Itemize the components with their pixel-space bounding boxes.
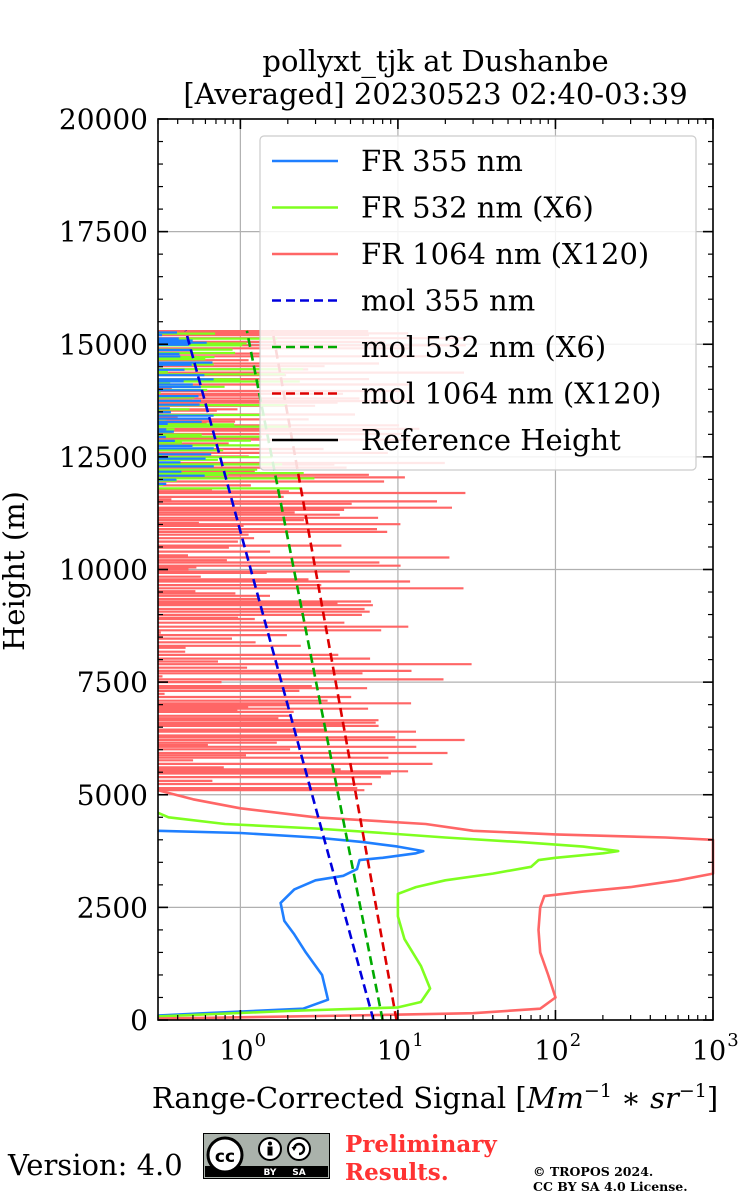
series-line-5 — [271, 330, 398, 1021]
copyright-line-1: © TROPOS 2024. — [533, 1164, 654, 1179]
legend-entry-5: mol 1064 nm (X120) — [361, 377, 662, 411]
preliminary-line-2: Results. — [345, 1159, 449, 1186]
x-tick-label: 10 — [377, 1036, 411, 1067]
y-tick-label: 2500 — [77, 891, 148, 924]
y-tick-label: 12500 — [59, 441, 148, 474]
chart-title-line: pollyxt_tjk at Dushanbe — [262, 44, 608, 79]
by-label: BY — [264, 1168, 277, 1178]
x-tick-exponent: 0 — [255, 1030, 266, 1051]
preliminary-results-note: Preliminary Results. — [345, 1131, 497, 1187]
preliminary-line-1: Preliminary — [345, 1131, 497, 1158]
legend-entry-0: FR 355 nm — [361, 144, 523, 178]
series-line-0 — [157, 829, 425, 1017]
series-lines — [157, 330, 715, 1021]
chart-title-line: [Averaged] 20230523 02:40-03:39 — [183, 77, 687, 111]
series-line-2 — [157, 788, 715, 1020]
cc-text: cc — [215, 1147, 235, 1167]
series-line-3 — [184, 330, 375, 1021]
legend-entry-1: FR 532 nm (X6) — [361, 191, 594, 225]
sa-share-alike-icon — [287, 1137, 311, 1161]
y-tick-label: 15000 — [59, 328, 148, 361]
y-axis-label: Height (m) — [0, 491, 31, 651]
y-tick-label: 17500 — [59, 216, 148, 249]
x-tick-label: 10 — [219, 1036, 253, 1067]
sa-label: SA — [292, 1168, 305, 1178]
y-tick-label: 0 — [130, 1004, 148, 1037]
series-line-4 — [245, 330, 384, 1021]
chart-title: pollyxt_tjk at Dushanbe[Averaged] 202305… — [183, 44, 687, 111]
legend: FR 355 nm FR 532 nm (X6) FR 1064 nm (X120)… — [259, 135, 697, 471]
legend-entry-2: FR 1064 nm (X120) — [361, 237, 649, 271]
copyright-note: © TROPOS 2024. CC BY SA 4.0 License. — [533, 1164, 688, 1194]
legend-entry-3: mol 355 nm — [361, 284, 535, 318]
series-line-1 — [157, 811, 620, 1018]
lidar-profile-chart: pollyxt_tjk at Dushanbe[Averaged] 202305… — [0, 44, 739, 1115]
x-tick-exponent: 3 — [727, 1030, 738, 1051]
legend-box — [259, 135, 697, 471]
legend-entry-4: mol 532 nm (X6) — [361, 330, 606, 364]
y-tick-label: 5000 — [77, 779, 148, 812]
x-axis-label: Range-Corrected Signal [Mm−1 ∗ sr−1] — [152, 1080, 718, 1115]
copyright-line-2: CC BY SA 4.0 License. — [533, 1179, 688, 1194]
y-tick-labels: 0 2500 5000 7500 10000 12500 15000 17500 20000 — [59, 103, 148, 1037]
legend-entry-6: Reference Height — [361, 423, 621, 457]
x-tick-exponent: 2 — [570, 1030, 581, 1051]
cc-by-sa-license-badge: cc BY SA — [203, 1133, 330, 1179]
axis-ticks — [157, 118, 714, 1021]
x-tick-labels: 10 0 10 1 10 2 10 3 — [219, 1030, 739, 1067]
x-tick-exponent: 1 — [412, 1030, 423, 1051]
version-label: Version: 4.0 — [8, 1148, 183, 1182]
y-tick-label: 7500 — [77, 666, 148, 699]
x-tick-label: 10 — [692, 1036, 726, 1067]
y-tick-label: 20000 — [59, 103, 148, 136]
x-tick-label: 10 — [534, 1036, 568, 1067]
y-tick-label: 10000 — [59, 554, 148, 587]
